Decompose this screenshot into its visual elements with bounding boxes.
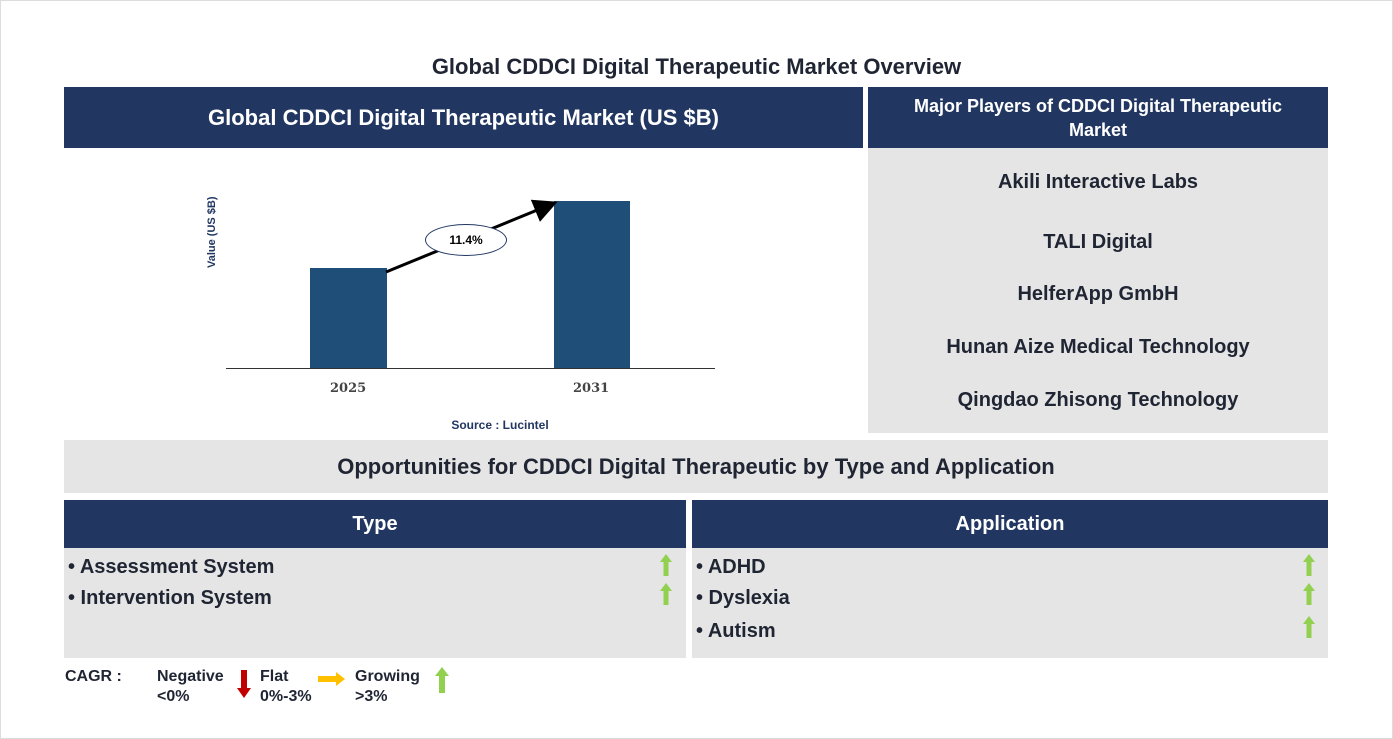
application-list: • ADHD • Dyslexia • Autism [692, 548, 1328, 658]
growing-arrow-icon [660, 554, 672, 576]
legend-negative-range: <0% [157, 688, 190, 705]
market-bar-chart: Value (US $B) 11.4% 2025 2031 Source : L… [64, 148, 863, 438]
player-item: HelferApp GmbH [1017, 283, 1179, 305]
application-item: • Dyslexia [696, 587, 790, 609]
legend-growing-range: >3% [355, 688, 388, 705]
application-header: Application [692, 500, 1328, 548]
type-item: • Assessment System [68, 556, 275, 578]
growing-arrow-icon [1303, 616, 1315, 638]
market-panel-header: Global CDDCI Digital Therapeutic Market … [64, 87, 863, 148]
cagr-arrow-icon [385, 199, 558, 274]
growing-arrow-icon [1303, 583, 1315, 605]
x-tick-2025: 2025 [330, 381, 367, 396]
growing-arrow-icon [435, 667, 449, 693]
players-panel-header: Major Players of CDDCI Digital Therapeut… [868, 87, 1328, 148]
application-item: • Autism [696, 620, 776, 642]
legend-flat: Flat 0%-3% [260, 667, 312, 707]
type-list: • Assessment System • Intervention Syste… [64, 548, 686, 658]
legend-flat-name: Flat [260, 668, 289, 685]
player-item: Hunan Aize Medical Technology [946, 336, 1250, 358]
player-item: Qingdao Zhisong Technology [957, 389, 1239, 411]
players-list: Akili Interactive Labs TALI Digital Helf… [868, 148, 1328, 433]
opportunities-title: Opportunities for CDDCI Digital Therapeu… [64, 440, 1328, 493]
legend-negative: Negative <0% [157, 667, 224, 707]
page-title: Global CDDCI Digital Therapeutic Market … [431, 54, 962, 79]
source-note: Source : Lucintel [451, 418, 549, 432]
flat-arrow-icon [318, 672, 345, 686]
x-tick-2031: 2031 [573, 381, 610, 396]
negative-arrow-icon [237, 670, 251, 698]
type-item: • Intervention System [68, 587, 272, 609]
growing-arrow-icon [1303, 554, 1315, 576]
cagr-badge: 11.4% [425, 224, 507, 256]
legend-growing-name: Growing [355, 668, 420, 685]
cagr-legend-label: CAGR : [65, 668, 122, 685]
legend-growing: Growing >3% [355, 667, 420, 707]
x-axis-line [226, 368, 715, 369]
bar-2031 [554, 201, 630, 368]
player-item: Akili Interactive Labs [997, 171, 1199, 193]
legend-flat-range: 0%-3% [260, 688, 312, 705]
growing-arrow-icon [660, 583, 672, 605]
bar-2025 [310, 268, 387, 368]
player-item: TALI Digital [1043, 231, 1153, 253]
type-header: Type [64, 500, 686, 548]
legend-negative-name: Negative [157, 668, 224, 685]
application-item: • ADHD [696, 556, 766, 578]
